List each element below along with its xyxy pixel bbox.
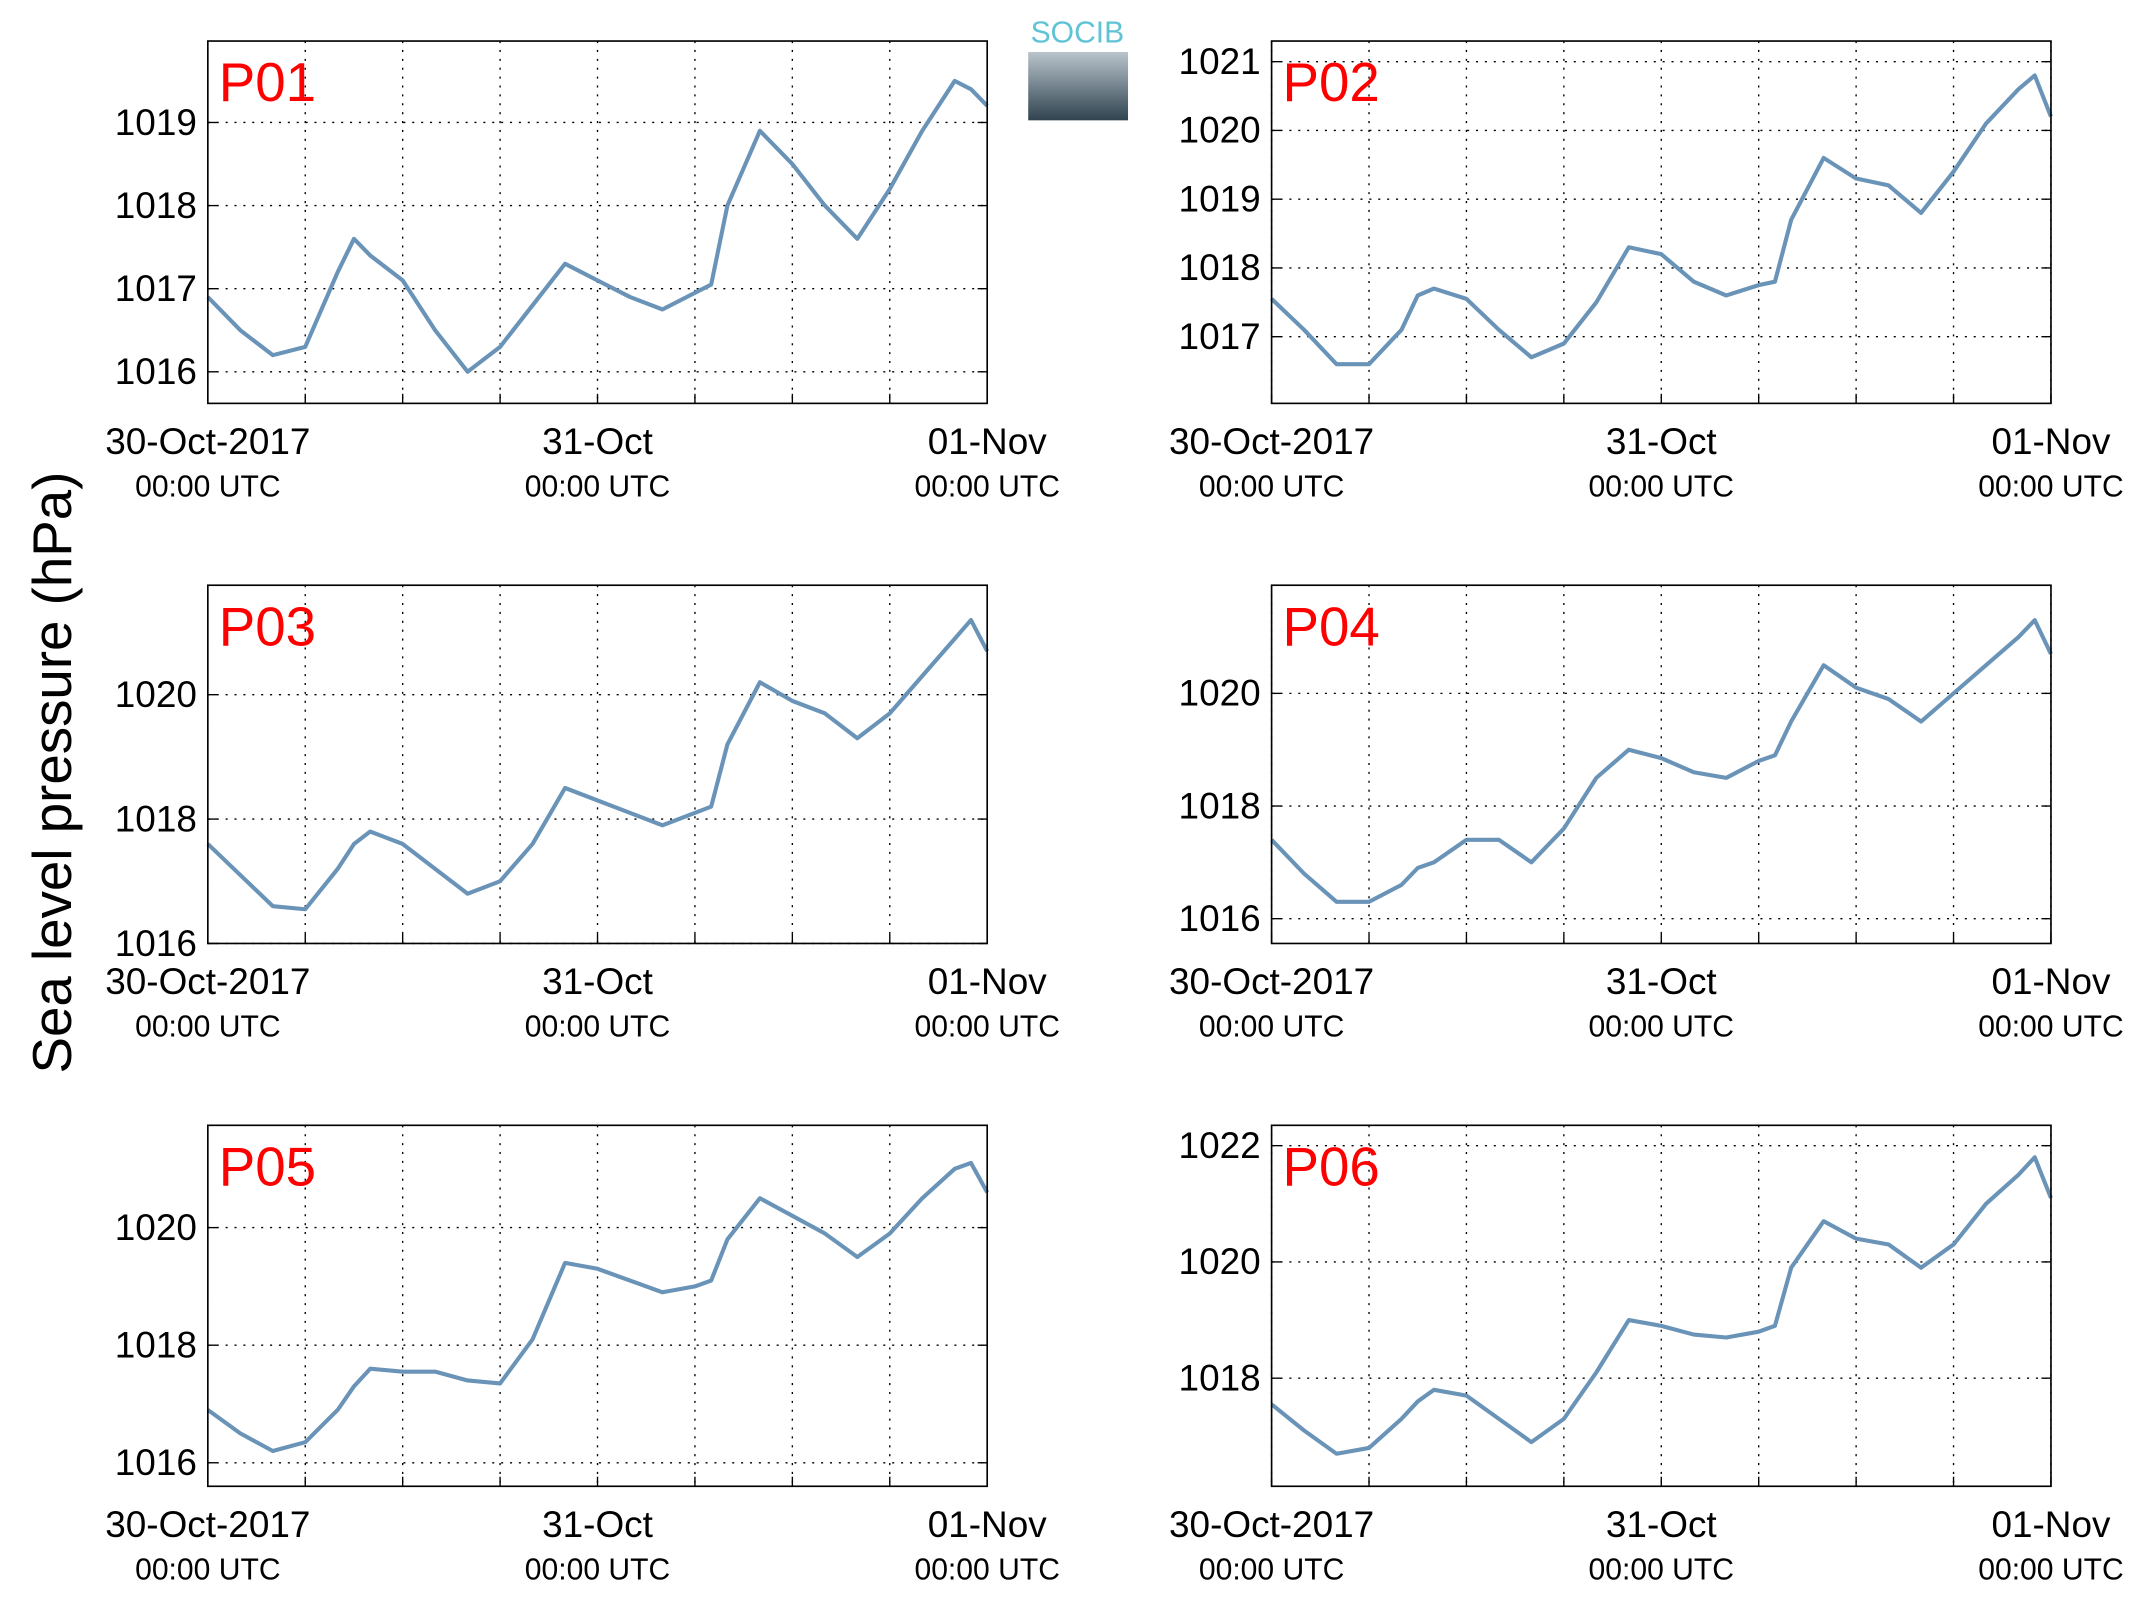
panel-title: P05 xyxy=(219,1135,316,1197)
x-tick-label: 01-Nov xyxy=(928,421,1048,462)
x-tick-sublabel: 00:00 UTC xyxy=(1199,1010,1344,1043)
plot-area xyxy=(1271,41,2051,404)
y-tick-label: 1016 xyxy=(115,923,197,964)
y-tick-label: 1018 xyxy=(115,185,197,226)
logo-box xyxy=(1028,51,1129,121)
y-tick-label: 1020 xyxy=(1179,673,1261,714)
panel: 1017 1018 1019 1020 1021 30-Oct-2017 00:00 UTC… xyxy=(1169,40,2124,503)
y-tick-label: 1016 xyxy=(1179,898,1261,939)
x-tick-label: 30-Oct-2017 xyxy=(105,1504,310,1545)
plot-area xyxy=(207,1125,988,1487)
panel: 1016 1017 1018 1019 30-Oct-2017 00:00 UTC 31-O… xyxy=(105,40,1060,503)
x-tick-label: 31-Oct xyxy=(542,1504,653,1545)
plot-area xyxy=(1271,1125,2051,1487)
x-tick-label: 31-Oct xyxy=(542,961,653,1002)
x-tick-label: 31-Oct xyxy=(1606,1504,1717,1545)
y-tick-label: 1019 xyxy=(115,102,197,143)
x-tick-label: 31-Oct xyxy=(542,421,653,462)
x-tick-label: 01-Nov xyxy=(1991,421,2111,462)
panel-title: P01 xyxy=(219,51,316,113)
panel-title: P04 xyxy=(1283,595,1380,657)
x-tick-sublabel: 00:00 UTC xyxy=(1589,1010,1734,1043)
x-tick-sublabel: 00:00 UTC xyxy=(1589,470,1734,503)
plot-frame xyxy=(1270,1124,2052,1488)
x-tick-sublabel: 00:00 UTC xyxy=(525,1010,670,1043)
plot-frame xyxy=(1270,584,2052,945)
y-tick-label: 1018 xyxy=(1179,785,1261,826)
y-tick-label: 1018 xyxy=(1179,1357,1261,1398)
x-tick-sublabel: 00:00 UTC xyxy=(1199,470,1344,503)
y-tick-label: 1022 xyxy=(1179,1125,1261,1166)
x-tick-sublabel: 00:00 UTC xyxy=(1199,1553,1344,1586)
plot-frame xyxy=(207,40,989,405)
data-line xyxy=(1270,73,2053,367)
x-tick-sublabel: 00:00 UTC xyxy=(1978,1010,2123,1043)
x-tick-label: 01-Nov xyxy=(928,1504,1048,1545)
y-tick-label: 1020 xyxy=(1179,110,1261,151)
plot-frame xyxy=(207,1124,989,1488)
x-tick-sublabel: 00:00 UTC xyxy=(1978,1553,2123,1586)
y-tick-label: 1016 xyxy=(115,1442,197,1483)
panel-title: P02 xyxy=(1283,51,1380,113)
y-tick-label: 1016 xyxy=(115,351,197,392)
plot-area xyxy=(207,41,988,404)
x-tick-sublabel: 00:00 UTC xyxy=(135,1553,280,1586)
x-tick-sublabel: 00:00 UTC xyxy=(135,1010,280,1043)
x-tick-label: 31-Oct xyxy=(1606,421,1717,462)
panel: 1016 1018 1020 30-Oct-2017 00:00 UTC 31-Oct 00… xyxy=(105,584,1060,1043)
x-tick-sublabel: 00:00 UTC xyxy=(914,1010,1059,1043)
x-tick-label: 01-Nov xyxy=(1991,961,2111,1002)
x-tick-sublabel: 00:00 UTC xyxy=(914,470,1059,503)
y-tick-label: 1018 xyxy=(115,798,197,839)
panel: 1016 1018 1020 30-Oct-2017 00:00 UTC 31-Oct 00… xyxy=(1169,584,2124,1043)
x-tick-label: 31-Oct xyxy=(1606,961,1717,1002)
y-tick-label: 1018 xyxy=(1179,247,1261,288)
y-tick-label: 1020 xyxy=(1179,1241,1261,1282)
panel: 1018 1020 1022 30-Oct-2017 00:00 UTC 31-Oct 00… xyxy=(1169,1124,2124,1586)
panel-title: P03 xyxy=(219,595,316,657)
y-tick-label: 1018 xyxy=(115,1324,197,1365)
data-line xyxy=(1270,618,2053,904)
x-tick-label: 30-Oct-2017 xyxy=(105,421,310,462)
x-tick-sublabel: 00:00 UTC xyxy=(1589,1553,1734,1586)
plot-frame xyxy=(1270,40,2052,405)
logo: SOCIB xyxy=(1028,16,1129,121)
x-tick-label: 30-Oct-2017 xyxy=(1169,421,1374,462)
x-tick-sublabel: 00:00 UTC xyxy=(1978,470,2123,503)
y-tick-label: 1017 xyxy=(1179,316,1261,357)
x-tick-sublabel: 00:00 UTC xyxy=(135,470,280,503)
y-tick-label: 1021 xyxy=(1179,41,1261,82)
y-tick-label: 1020 xyxy=(115,1207,197,1248)
panel-title: P06 xyxy=(1283,1135,1380,1197)
logo-text: SOCIB xyxy=(1031,16,1125,49)
data-line xyxy=(1270,1155,2053,1456)
x-tick-label: 30-Oct-2017 xyxy=(1169,961,1374,1002)
x-tick-sublabel: 00:00 UTC xyxy=(525,470,670,503)
x-tick-label: 01-Nov xyxy=(1991,1504,2111,1545)
x-tick-sublabel: 00:00 UTC xyxy=(525,1553,670,1586)
data-line xyxy=(206,618,990,912)
y-tick-label: 1017 xyxy=(115,268,197,309)
x-tick-label: 01-Nov xyxy=(928,961,1048,1002)
y-tick-label: 1020 xyxy=(115,674,197,715)
panel: 1016 1018 1020 30-Oct-2017 00:00 UTC 31-Oct 00… xyxy=(105,1124,1060,1586)
y-tick-label: 1019 xyxy=(1179,178,1261,219)
y-axis-label: Sea level pressure (hPa) xyxy=(21,472,83,1074)
plot-frame xyxy=(207,584,989,945)
data-line xyxy=(206,1160,989,1454)
x-tick-label: 30-Oct-2017 xyxy=(1169,1504,1374,1545)
data-line xyxy=(206,78,989,374)
x-tick-label: 30-Oct-2017 xyxy=(105,961,310,1002)
x-tick-sublabel: 00:00 UTC xyxy=(914,1553,1059,1586)
